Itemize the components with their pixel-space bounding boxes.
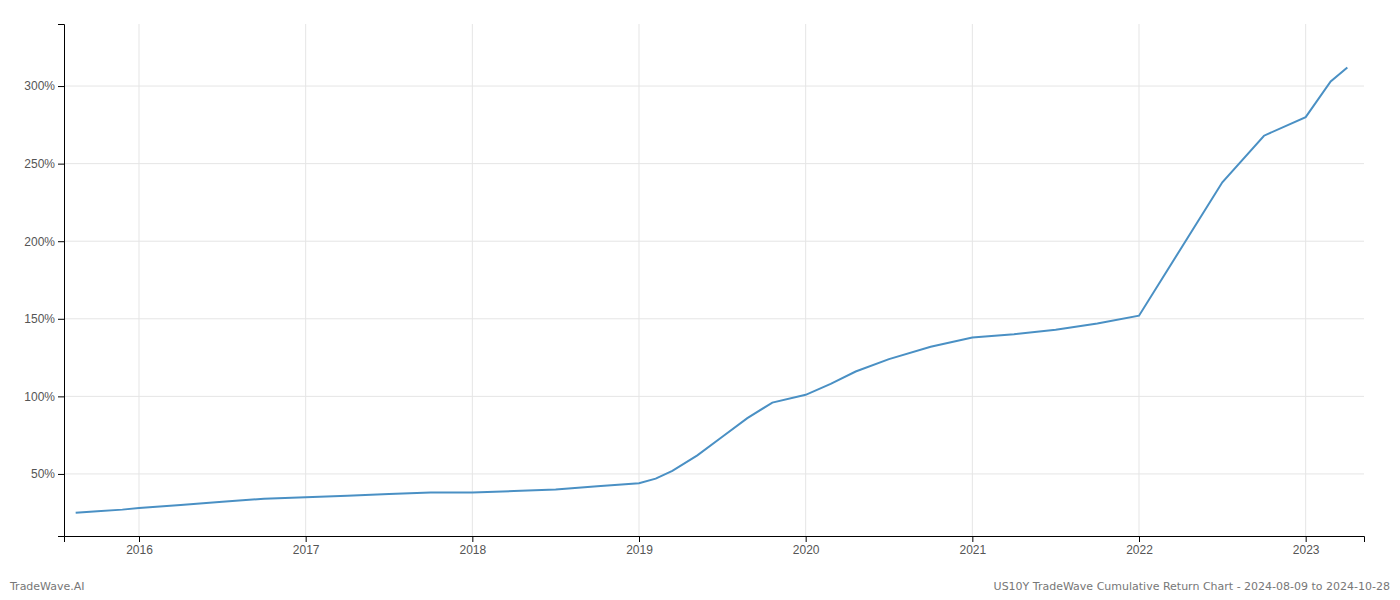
x-tick-mark (472, 536, 473, 542)
plot: 2016 2017 2018 2019 2020 2021 2022 2023 50% 100% 1… (24, 24, 1364, 557)
x-tick: 2017 (293, 536, 320, 557)
footer-left: TradeWave.AI (9, 580, 85, 593)
x-tick-label: 2021 (959, 543, 986, 557)
y-tick-mark (58, 319, 64, 320)
grid-line (972, 24, 973, 536)
grid-line (1305, 24, 1306, 536)
x-tick-mark (139, 536, 140, 542)
x-tick-label: 2020 (793, 543, 820, 557)
y-tick-label: 150% (24, 312, 55, 326)
x-tick-label: 2022 (1126, 543, 1153, 557)
y-tick: 300% (24, 79, 64, 93)
x-tick-label: 2023 (1293, 543, 1320, 557)
x-tick: 2016 (126, 536, 153, 557)
x-tick-mark (972, 536, 973, 542)
grid-line (139, 24, 140, 536)
x-tick-label: 2016 (126, 543, 153, 557)
y-tick-mark (58, 474, 64, 475)
x-tick: 2021 (959, 536, 986, 557)
y-tick: 200% (24, 235, 64, 249)
grid-line (639, 24, 640, 536)
grid-line (1139, 24, 1140, 536)
grid-line (64, 86, 1364, 87)
grid-line (64, 396, 1364, 397)
x-tick-mark (639, 536, 640, 542)
y-tick-mark (58, 86, 64, 87)
marks (76, 67, 1348, 512)
x-tick-mark (306, 536, 307, 542)
chart: 2016 2017 2018 2019 2020 2021 2022 2023 50% 100% 1… (0, 0, 1400, 600)
line (76, 67, 1348, 512)
y-axis: 50% 100% 150% 200% 250% 300% (24, 25, 64, 537)
x-tick-label: 2017 (293, 543, 320, 557)
grid (64, 24, 1364, 536)
y-tick-mark (58, 164, 64, 165)
grid-line (305, 24, 306, 536)
y-tick-label: 300% (24, 79, 55, 93)
y-tick-label: 50% (31, 467, 55, 481)
x-tick: 2019 (626, 536, 653, 557)
y-tick-mark (58, 396, 64, 397)
x-tick-mark (1139, 536, 1140, 542)
y-tick: 50% (31, 467, 64, 481)
x-tick: 2018 (459, 536, 486, 557)
grid-line (64, 241, 1364, 242)
x-tick-label: 2018 (459, 543, 486, 557)
y-tick-label: 100% (24, 390, 55, 404)
grid-line (64, 318, 1364, 319)
x-tick-mark (1306, 536, 1307, 542)
y-axis-line (58, 25, 65, 537)
x-tick: 2022 (1126, 536, 1153, 557)
x-tick-label: 2019 (626, 543, 653, 557)
y-tick-label: 200% (24, 235, 55, 249)
grid-line (805, 24, 806, 536)
grid-line (472, 24, 473, 536)
y-tick-label: 250% (24, 157, 55, 171)
x-tick: 2020 (793, 536, 820, 557)
x-tick-mark (806, 536, 807, 542)
x-axis-line (65, 537, 1365, 543)
y-tick-mark (58, 241, 64, 242)
x-axis: 2016 2017 2018 2019 2020 2021 2022 2023 (65, 536, 1365, 557)
y-tick: 100% (24, 390, 64, 404)
grid-line (64, 163, 1364, 164)
footer-right: US10Y TradeWave Cumulative Return Chart … (994, 580, 1390, 593)
y-tick: 250% (24, 157, 64, 171)
y-tick: 150% (24, 312, 64, 326)
grid-line (64, 473, 1364, 474)
x-tick: 2023 (1293, 536, 1320, 557)
